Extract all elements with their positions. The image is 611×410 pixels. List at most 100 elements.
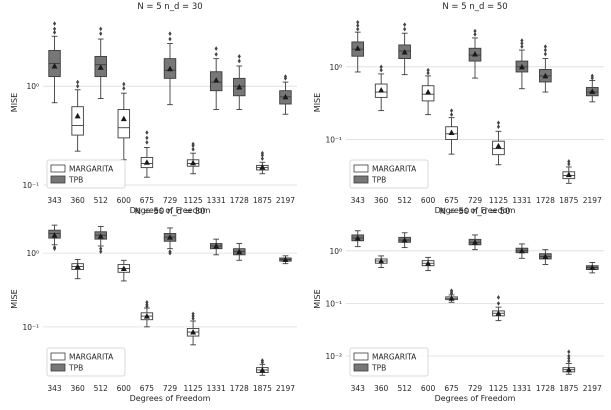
mean-marker [354,45,361,51]
box-tpb-343 [48,21,61,104]
box-tpb-729 [163,31,177,106]
x-tick-label: 729 [468,384,483,393]
mean-marker [448,129,455,136]
outlier-point [76,83,80,89]
mean-marker [213,243,220,249]
mean-marker [472,51,478,57]
outlier-point [260,156,264,161]
y-tick-label: 10⁰ [26,249,39,258]
box-tpb-729 [468,234,482,251]
outlier-point [260,358,264,363]
box-tpb-1728 [539,249,552,265]
box-margarita-600 [421,67,435,116]
box-tpb-2197 [585,73,599,103]
box-tpb-1728 [233,54,246,111]
x-tick-label: 343 [47,384,62,393]
legend-frame [349,347,429,377]
outlier-point [214,52,218,57]
x-tick-label: 1331 [512,196,531,205]
legend-swatch [50,175,66,184]
chart-title: N = 50 n_d = 50 [440,207,511,217]
mean-marker [401,48,408,55]
y-axis-label: MISE [10,93,19,112]
mean-marker [542,72,549,79]
legend-swatch [353,352,369,361]
box-margarita-675 [445,288,458,303]
x-tick-label: 2197 [276,384,295,393]
mean-marker [472,239,478,245]
mean-marker [565,366,572,373]
legend: MARGARITA TPB [349,347,429,377]
outlier-point [426,67,430,73]
x-axis-label: Degrees of Freedom [435,206,516,215]
box-margarita-1875 [256,358,269,376]
outlier-point [76,79,80,85]
mean-marker [97,233,104,239]
box-body [71,106,84,136]
y-tick-label: 10⁰ [26,82,39,91]
mean-marker [259,366,266,373]
x-tick-label: 2197 [583,384,602,393]
box-margarita-1125 [492,295,505,322]
mean-marker [542,253,549,259]
x-tick-label: 1125 [489,384,508,393]
box-tpb-1728 [539,44,552,93]
outlier-point [168,31,172,36]
y-tick-label: 10⁰ [329,247,342,256]
x-tick-label: 2197 [276,196,295,205]
y-tick-label: 10⁻¹ [325,299,342,308]
y-tick-label: 10⁻¹ [22,181,39,190]
outlier-point [145,140,149,145]
x-tick-label: 675 [444,196,459,205]
mean-marker [282,256,289,263]
outlier-point [496,295,501,300]
outlier-point [496,301,501,306]
legend-label: TPB [371,176,386,185]
outlier-point [543,47,547,53]
legend-label: MARGARITA [372,353,417,362]
box-tpb-1331 [209,238,223,256]
box-margarita-360 [71,259,84,280]
x-tick-label: 600 [117,384,132,393]
legend: MARGARITA TPB [46,347,126,377]
outlier-point [567,161,571,167]
box-margarita-1125 [186,141,200,175]
legend-swatch [50,363,66,372]
mean-marker [518,63,525,70]
outlier-point [426,70,430,76]
outlier-point [356,26,360,32]
outlier-point [237,58,241,64]
outlier-point [283,74,288,79]
box-tpb-343 [351,230,365,248]
outlier-point [99,246,103,251]
outlier-point [145,130,149,135]
outlier-point [52,245,57,250]
outlier-point [590,73,594,79]
x-tick-label: 360 [374,196,389,205]
mean-marker [282,93,289,100]
mean-marker [378,257,385,264]
outlier-point [356,19,360,25]
mean-marker [213,77,220,83]
box-tpb-1331 [515,38,529,90]
outlier-point [356,23,360,28]
legend-label: MARGARITA [69,165,114,174]
box-tpb-2197 [279,255,292,265]
box-margarita-360 [374,255,388,269]
outlier-point [567,353,571,359]
outlier-point [168,249,172,254]
x-tick-label: 512 [94,196,109,205]
outlier-point [145,300,149,305]
mean-marker [401,237,408,243]
mean-marker [425,260,432,266]
x-tick-label: 1331 [207,196,226,205]
mean-marker [120,265,127,271]
mean-marker [565,171,572,178]
legend-frame [46,347,126,377]
x-tick-label: 1125 [184,196,203,205]
mean-marker [74,112,81,119]
mean-marker [518,247,525,254]
outlier-point [520,44,524,49]
box-margarita-1875 [562,159,576,184]
